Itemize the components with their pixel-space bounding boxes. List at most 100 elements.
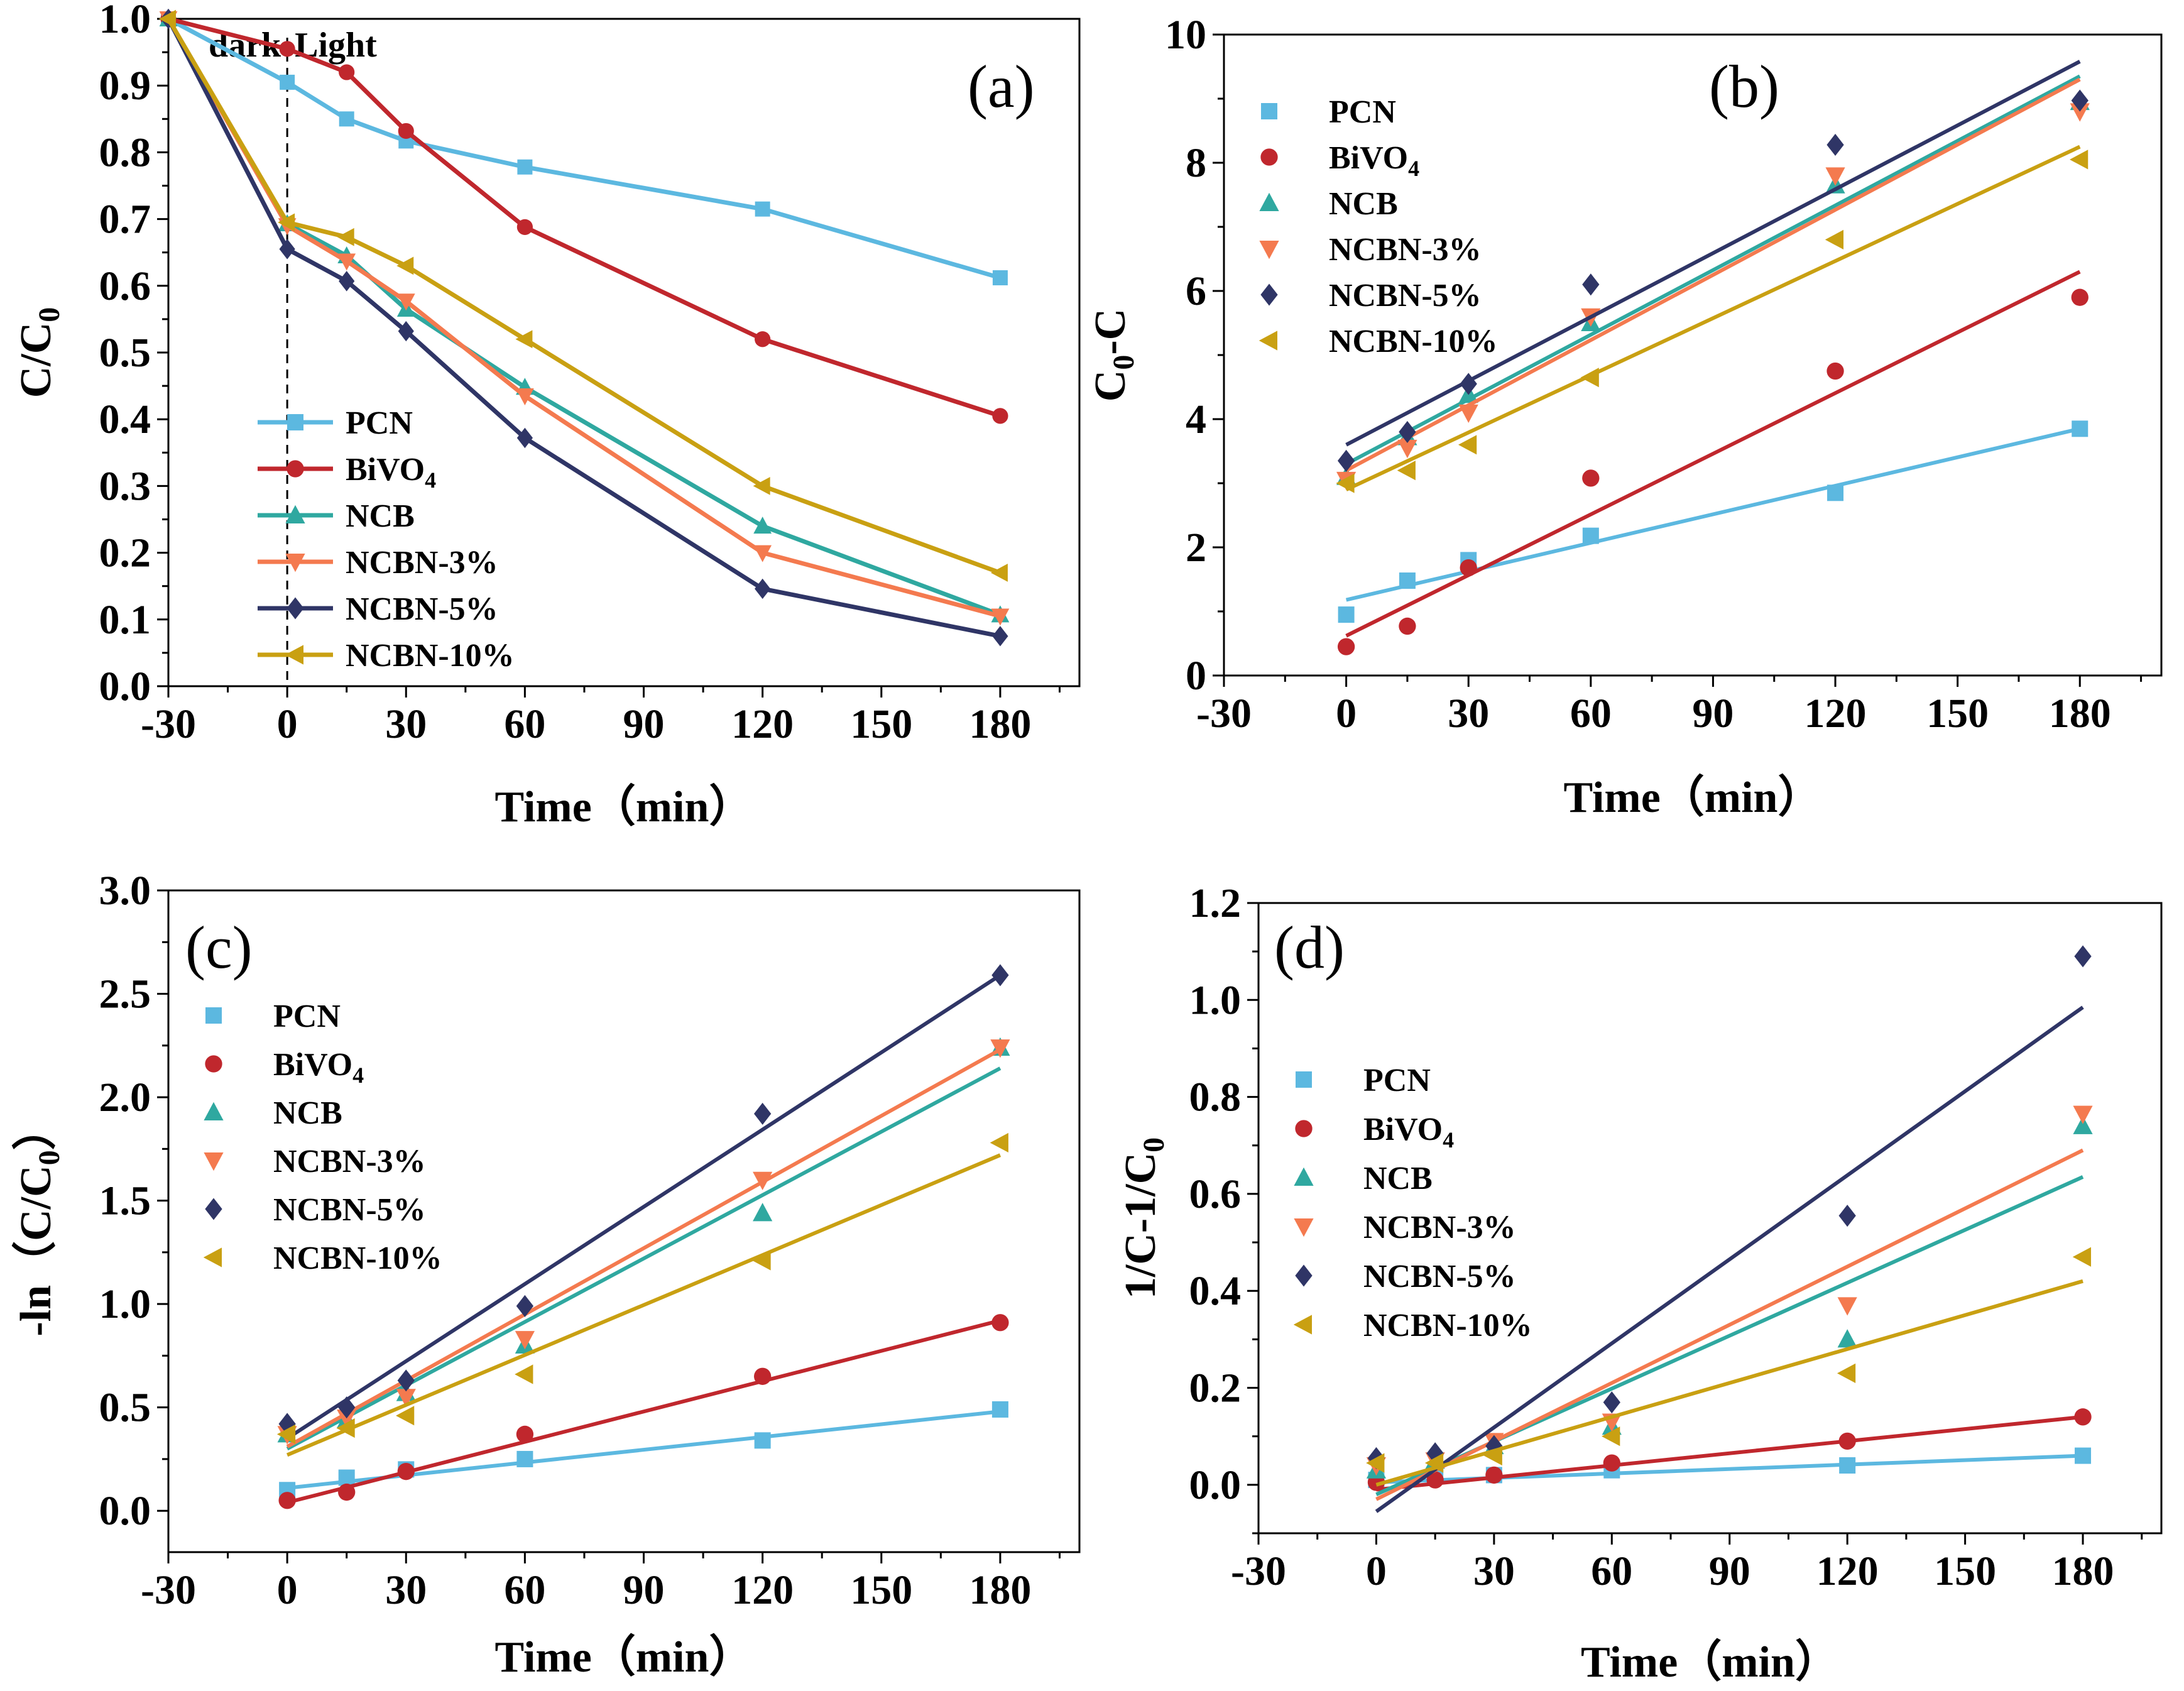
y-tick-label: 0.2 <box>1189 1365 1242 1411</box>
legend-entry-ncbn-10pct: NCBN-10% <box>203 1240 442 1276</box>
panel-label: (a) <box>968 53 1035 120</box>
data-point <box>1399 617 1416 635</box>
y-axis-title-sub: 0 <box>33 1150 66 1165</box>
data-point <box>992 408 1008 424</box>
legend-entry-ncb: NCB <box>1259 186 1398 222</box>
data-point <box>1827 484 1844 501</box>
data-point <box>398 320 414 342</box>
legend-label: PCN <box>346 405 413 441</box>
y-tick-label: 1.0 <box>99 1281 151 1327</box>
legend-marker <box>204 1152 224 1171</box>
y-axis-title-tail: ） <box>11 1106 60 1150</box>
x-tick-label: -30 <box>141 1567 196 1613</box>
data-point <box>1397 461 1416 481</box>
legend-marker <box>285 645 303 665</box>
x-tick-label: 0 <box>277 1567 298 1613</box>
x-tick-label: 0 <box>1336 691 1357 736</box>
data-point <box>515 1364 533 1384</box>
data-point <box>516 1425 534 1443</box>
legend-entry-ncbn-10pct: NCBN-10% <box>1293 1308 1532 1343</box>
y-tick-label: 0.5 <box>99 330 151 376</box>
data-point <box>278 1413 296 1435</box>
legend-marker <box>287 414 303 430</box>
legend-entry-ncbn-3pct: NCBN-3% <box>1259 232 1482 268</box>
x-tick-label: 180 <box>969 701 1031 747</box>
legend-label: NCBN-10% <box>273 1240 442 1276</box>
x-tick-label: 0 <box>277 701 298 747</box>
legend-marker <box>203 1247 222 1267</box>
y-tick-label: 0.6 <box>99 263 151 309</box>
legend-label-main: NCB <box>1363 1161 1433 1196</box>
y-tick-label: 0.1 <box>99 597 151 643</box>
legend-entry-ncbn-5pct: NCBN-5% <box>1295 1259 1516 1294</box>
legend-label-main: NCB <box>346 498 415 534</box>
data-point <box>754 1432 771 1449</box>
data-point <box>516 427 533 449</box>
y-tick-label: 0.7 <box>99 197 151 243</box>
x-tick-label: 120 <box>731 701 794 747</box>
y-axis-title-main: C/C <box>12 322 60 398</box>
data-point <box>517 159 533 175</box>
data-point <box>278 1492 296 1509</box>
data-point <box>2073 1105 2093 1124</box>
x-tick-label: 120 <box>1816 1548 1879 1594</box>
legend-label-main: NCBN-3% <box>346 545 498 581</box>
legend-label: NCB <box>273 1095 342 1131</box>
legend-entry-ncb: NCB <box>258 498 415 534</box>
data-point <box>992 626 1008 647</box>
data-point <box>753 1171 773 1190</box>
y-tick-label: 8 <box>1186 140 1206 186</box>
fit-line-ncbn-3pct <box>1345 77 2081 473</box>
data-point <box>338 1396 356 1419</box>
legend-label: PCN <box>273 999 341 1034</box>
x-axis-title: Time（min） <box>495 782 753 831</box>
legend-label: PCN <box>1363 1063 1431 1098</box>
legend-entry-pcn: PCN <box>1261 94 1396 130</box>
data-point <box>516 219 533 235</box>
legend-label-main: NCBN-5% <box>346 591 498 627</box>
data-point <box>1837 1363 1856 1383</box>
fit-line-ncbn-10pct <box>1345 145 2081 491</box>
legend-marker <box>1259 192 1279 211</box>
y-axis-title-main: -ln（C/C <box>11 1165 60 1336</box>
legend-label-main: PCN <box>1329 94 1396 130</box>
legend-entry-ncbn-3pct: NCBN-3% <box>258 545 498 581</box>
y-tick-label: 1.0 <box>99 0 151 42</box>
legend-entry-pcn: PCN <box>1296 1063 1431 1098</box>
legend-marker <box>1293 1315 1312 1335</box>
x-axis-title: Time（min） <box>495 1633 753 1682</box>
legend-label-sub: 4 <box>1443 1127 1454 1152</box>
data-point <box>1837 1329 1857 1348</box>
data-point <box>991 1314 1009 1332</box>
fit-line-ncbn-10pct <box>286 1153 1002 1457</box>
y-axis-title: 1/C-1/C0 <box>1117 1137 1171 1299</box>
legend-entry-ncbn-3pct: NCBN-3% <box>204 1144 426 1179</box>
data-point <box>1336 473 1355 493</box>
series-ncbn-10pct <box>1336 145 2088 493</box>
x-tick-label: 180 <box>969 1567 1031 1613</box>
series-line-pcn <box>167 16 1001 280</box>
data-point <box>1582 273 1600 296</box>
series-bivo4 <box>1337 270 2088 655</box>
data-point <box>516 1294 534 1317</box>
data-point <box>990 564 1008 582</box>
legend-label: BiVO4 <box>1329 140 1419 181</box>
data-point <box>1602 1426 1620 1447</box>
data-point <box>397 1463 415 1480</box>
data-point <box>991 964 1009 987</box>
x-tick-label: 0 <box>1366 1548 1387 1594</box>
data-point <box>755 578 771 599</box>
data-point <box>1399 572 1416 589</box>
panel-a-chart: -30 0 30 60 90 120 150 180 0.0 0.1 0.2 0.3 0.4 0.5 0.6… <box>12 0 1081 831</box>
data-point <box>339 64 355 80</box>
legend-label: NCB <box>1329 186 1398 222</box>
series-bivo4 <box>278 1314 1009 1509</box>
legend-label: NCBN-10% <box>1363 1308 1532 1343</box>
legend-label-main: NCBN-10% <box>273 1240 442 1276</box>
data-point <box>990 1039 1010 1058</box>
data-point <box>516 1450 533 1467</box>
data-point <box>1838 1205 1856 1227</box>
data-point <box>338 1483 356 1501</box>
legend-marker <box>287 460 304 478</box>
data-point <box>396 1389 416 1408</box>
